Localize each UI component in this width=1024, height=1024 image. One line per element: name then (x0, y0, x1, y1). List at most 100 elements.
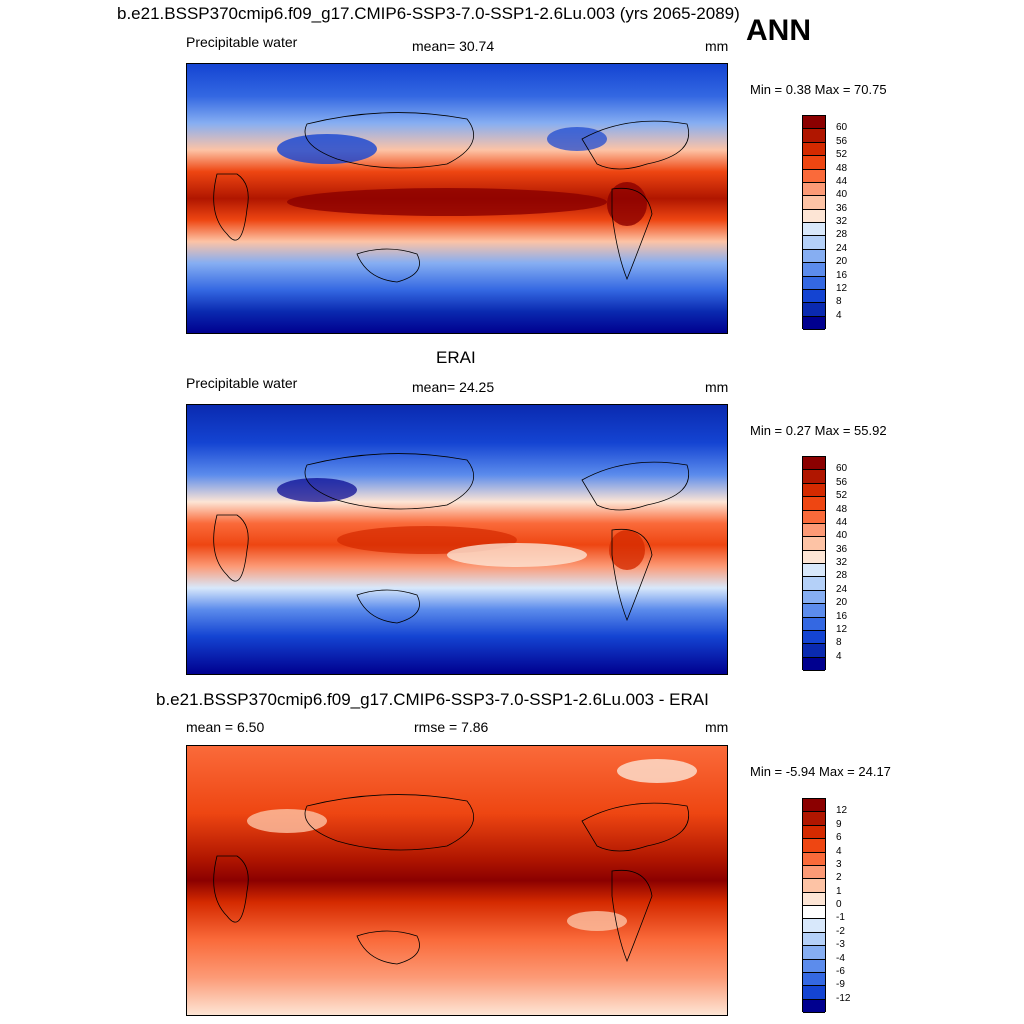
panel-obs-title: ERAI (436, 348, 476, 367)
colorbar-segment (803, 116, 825, 130)
panel-diff-title: b.e21.BSSP370cmip6.f09_g17.CMIP6-SSP3-7.… (156, 690, 709, 709)
map-obs-precipitable-water (186, 404, 728, 675)
colorbar-segment (803, 236, 825, 250)
colorbar-segment (803, 510, 825, 524)
colorbar-tick-label: 32 (836, 216, 848, 227)
colorbar-tick-label: 16 (836, 269, 848, 281)
colorbar-segment (803, 156, 825, 170)
colorbar-tick-label: 24 (836, 583, 848, 595)
panel-diff-minmax: Min = -5.94 Max = 24.17 (750, 764, 891, 779)
colorbar-segment (803, 812, 825, 826)
plot-title: b.e21.BSSP370cmip6.f09_g17.CMIP6-SSP3-7.… (117, 4, 740, 23)
colorbar-segment (803, 249, 825, 264)
colorbar-segment (803, 289, 825, 304)
panel-diff-mean-label: mean = 6.50 (186, 719, 265, 735)
colorbar-segment (803, 972, 825, 987)
colorbar-tick-label: 9 (836, 818, 842, 830)
colorbar-segment (803, 839, 825, 853)
colorbar-tick-label: 3 (836, 858, 842, 870)
colorbar-segment (803, 223, 825, 237)
colorbar-tick-label: -6 (836, 965, 845, 977)
colorbar-tick-label: 40 (836, 189, 848, 201)
colorbar-segment (803, 523, 825, 538)
colorbar-segment (803, 457, 825, 471)
colorbar-segment (803, 865, 825, 880)
colorbar-tick-label: -12 (836, 992, 851, 1004)
map-diff-svg (187, 746, 727, 1015)
colorbar-tick-label: -3 (836, 939, 845, 951)
colorbar-tick-label: 48 (836, 503, 848, 515)
colorbar-tick-label: 0 (836, 899, 842, 910)
colorbar-segment (803, 497, 825, 511)
colorbar-segment (803, 919, 825, 933)
colorbar-segment (803, 657, 825, 671)
colorbar-tick-label: -9 (836, 979, 845, 991)
panel-model-mean-label: mean= 30.74 (412, 38, 495, 54)
colorbar-segment (803, 550, 825, 564)
colorbar-tick-label: 12 (836, 282, 848, 294)
map-model-svg (187, 64, 727, 333)
colorbar-tick-label: 4 (836, 309, 842, 321)
colorbar-segment (803, 470, 825, 484)
map-difference (186, 745, 728, 1016)
colorbar-tick-label: 4 (836, 650, 842, 662)
colorbar-difference (802, 798, 826, 1013)
colorbar-segment (803, 986, 825, 1000)
colorbar-segment (803, 617, 825, 631)
panel-diff-units-label: mm (705, 719, 729, 735)
colorbar-tick-label: 28 (836, 229, 848, 241)
colorbar-tick-label: -2 (836, 925, 845, 937)
colorbar-segment (803, 276, 825, 290)
colorbar-tick-label: 52 (836, 149, 848, 161)
panel-diff-rmse-label: rmse = 7.86 (414, 719, 489, 735)
season-label: ANN (746, 14, 811, 47)
panel-obs-variable-label: Precipitable water (186, 375, 298, 391)
colorbar-segment (803, 932, 825, 947)
panel-obs-minmax: Min = 0.27 Max = 55.92 (750, 423, 887, 438)
colorbar-tick-label: 32 (836, 557, 848, 568)
colorbar-tick-label: 4 (836, 845, 842, 857)
colorbar-tick-label: 60 (836, 122, 848, 134)
colorbar-segment (803, 142, 825, 157)
colorbar-segment (803, 644, 825, 658)
colorbar-tick-label: 20 (836, 597, 848, 609)
colorbar-obs (802, 456, 826, 671)
colorbar-tick-label: 12 (836, 805, 848, 817)
colorbar-segment (803, 564, 825, 578)
colorbar-segment (803, 169, 825, 183)
colorbar-segment (803, 196, 825, 210)
colorbar-segment (803, 577, 825, 591)
panel-model-units-label: mm (705, 38, 729, 54)
map-obs-svg (187, 405, 727, 674)
colorbar-segment (803, 799, 825, 813)
colorbar-tick-label: -1 (836, 912, 845, 924)
colorbar-tick-label: 60 (836, 463, 848, 475)
colorbar-tick-label: -4 (836, 952, 845, 964)
colorbar-segment (803, 182, 825, 197)
colorbar-tick-label: 24 (836, 242, 848, 254)
colorbar-tick-label: 8 (836, 637, 842, 649)
colorbar-tick-label: 44 (836, 175, 848, 187)
colorbar-segment (803, 999, 825, 1013)
colorbar-segment (803, 483, 825, 498)
colorbar-segment (803, 263, 825, 277)
colorbar-tick-label: 8 (836, 296, 842, 308)
colorbar-segment (803, 537, 825, 551)
panel-obs-mean-label: mean= 24.25 (412, 379, 495, 395)
colorbar-segment (803, 892, 825, 906)
colorbar-tick-label: 56 (836, 135, 848, 147)
colorbar-segment (803, 825, 825, 840)
colorbar-segment (803, 946, 825, 960)
colorbar-tick-label: 56 (836, 476, 848, 488)
colorbar-tick-label: 20 (836, 256, 848, 268)
colorbar-tick-label: 40 (836, 530, 848, 542)
colorbar-tick-label: 28 (836, 570, 848, 582)
colorbar-tick-label: 6 (836, 832, 842, 844)
colorbar-tick-label: 2 (836, 872, 842, 884)
colorbar-model (802, 115, 826, 330)
colorbar-segment (803, 209, 825, 223)
panel-model-variable-label: Precipitable water (186, 34, 298, 50)
colorbar-segment (803, 852, 825, 866)
colorbar-tick-label: 36 (836, 202, 848, 214)
colorbar-segment (803, 906, 825, 920)
